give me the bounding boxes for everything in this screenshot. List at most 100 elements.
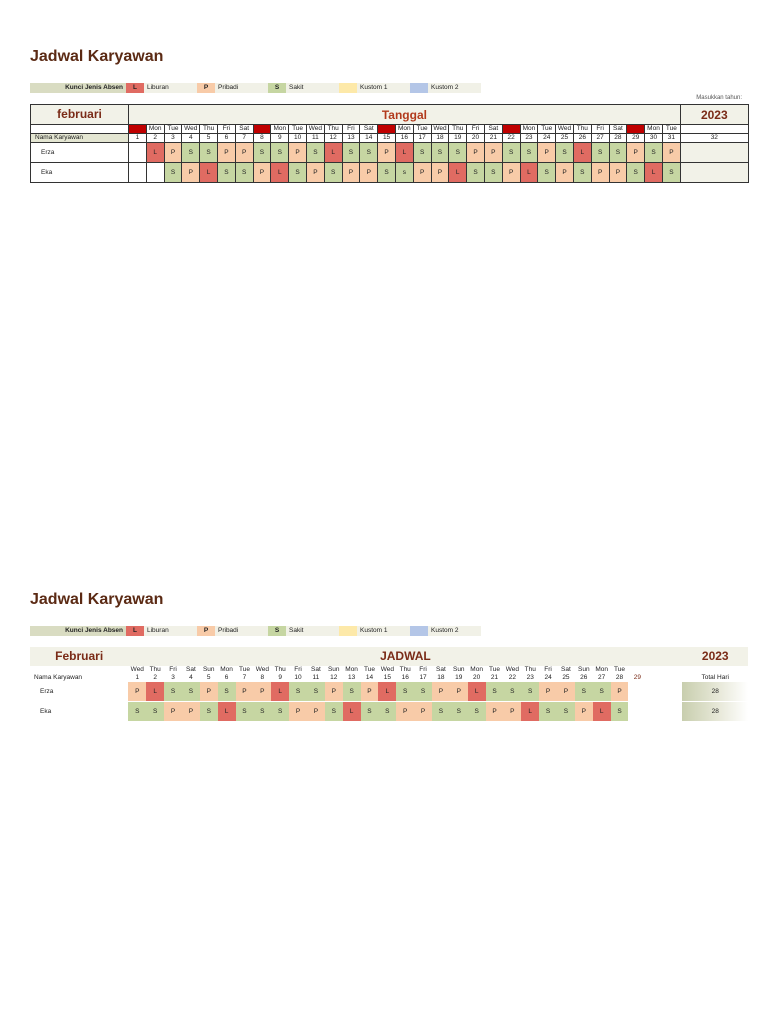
absence-cell[interactable]: S — [501, 142, 521, 163]
absence-cell[interactable]: P — [610, 682, 629, 702]
absence-cell[interactable]: S — [217, 682, 236, 702]
absence-cell[interactable]: P — [305, 162, 325, 183]
absence-cell[interactable]: S — [555, 142, 574, 163]
absence-cell[interactable]: P — [412, 162, 432, 183]
absence-cell[interactable]: S — [378, 701, 397, 722]
absence-cell[interactable]: P — [608, 162, 628, 183]
employee-name[interactable]: Eka — [30, 162, 129, 183]
absence-cell[interactable]: P — [288, 142, 307, 163]
absence-cell[interactable] — [145, 162, 165, 183]
absence-cell[interactable]: S — [360, 701, 379, 722]
absence-cell[interactable]: P — [430, 162, 450, 183]
year-cell[interactable]: 2023 — [679, 104, 749, 125]
absence-cell[interactable]: P — [537, 142, 557, 163]
absence-cell[interactable]: S — [377, 162, 396, 183]
absence-cell[interactable]: P — [503, 701, 522, 722]
absence-cell[interactable]: S — [234, 162, 254, 183]
absence-cell[interactable]: P — [163, 142, 183, 163]
absence-cell[interactable]: S — [252, 142, 272, 163]
absence-cell[interactable]: S — [467, 701, 486, 722]
absence-cell[interactable]: P — [377, 142, 396, 163]
absence-cell[interactable]: S — [306, 682, 325, 702]
absence-cell[interactable]: P — [234, 142, 254, 163]
absence-cell[interactable]: S — [431, 701, 450, 722]
absence-cell[interactable]: P — [449, 682, 468, 702]
absence-cell[interactable]: P — [555, 162, 574, 183]
absence-cell[interactable]: L — [644, 162, 663, 183]
absence-cell[interactable]: S — [289, 682, 307, 702]
absence-cell[interactable]: L — [146, 682, 165, 702]
absence-cell[interactable]: P — [431, 682, 450, 702]
absence-cell[interactable]: L — [378, 682, 397, 702]
absence-cell[interactable]: S — [537, 162, 557, 183]
absence-cell[interactable]: L — [145, 142, 165, 163]
absence-cell[interactable]: S — [341, 142, 361, 163]
absence-cell[interactable]: S — [253, 701, 272, 722]
absence-cell[interactable]: P — [466, 142, 485, 163]
absence-cell[interactable]: P — [324, 682, 343, 702]
absence-cell[interactable]: L — [519, 162, 539, 183]
absence-cell[interactable] — [128, 142, 147, 163]
absence-cell[interactable]: S — [661, 162, 681, 183]
absence-cell[interactable]: L — [270, 162, 290, 183]
absence-cell[interactable]: L — [394, 142, 414, 163]
absence-cell[interactable]: S — [574, 682, 593, 702]
absence-cell[interactable]: P — [414, 701, 432, 722]
absence-cell[interactable]: S — [305, 142, 325, 163]
employee-name[interactable]: Eka — [30, 701, 129, 722]
absence-cell[interactable]: P — [199, 682, 218, 702]
absence-cell[interactable]: L — [592, 701, 611, 722]
absence-cell[interactable]: S — [483, 162, 503, 183]
absence-cell[interactable]: L — [199, 162, 218, 183]
absence-cell[interactable]: S — [539, 701, 557, 722]
absence-cell[interactable]: P — [483, 142, 503, 163]
absence-cell[interactable]: L — [448, 162, 468, 183]
absence-cell[interactable]: S — [414, 682, 432, 702]
absence-cell[interactable]: S — [590, 142, 610, 163]
absence-cell[interactable]: P — [252, 162, 272, 183]
absence-cell[interactable]: L — [521, 701, 540, 722]
absence-cell[interactable]: P — [181, 162, 201, 183]
absence-cell[interactable]: S — [592, 682, 611, 702]
absence-cell[interactable]: L — [342, 701, 361, 722]
absence-cell[interactable]: L — [271, 682, 290, 702]
absence-cell[interactable]: s — [394, 162, 414, 183]
absence-cell[interactable]: P — [501, 162, 521, 183]
absence-cell[interactable]: P — [360, 682, 379, 702]
absence-cell[interactable]: P — [164, 701, 182, 722]
absence-cell[interactable]: P — [341, 162, 361, 183]
absence-cell[interactable]: S — [163, 162, 183, 183]
absence-cell[interactable]: S — [146, 701, 165, 722]
absence-cell[interactable]: P — [181, 701, 200, 722]
absence-cell[interactable]: L — [217, 701, 236, 722]
absence-cell[interactable]: S — [288, 162, 307, 183]
absence-cell[interactable] — [628, 682, 647, 702]
absence-cell[interactable]: S — [199, 142, 218, 163]
absence-cell[interactable]: P — [485, 701, 504, 722]
absence-cell[interactable]: S — [342, 682, 361, 702]
absence-cell[interactable]: S — [485, 682, 504, 702]
absence-cell[interactable]: P — [128, 682, 147, 702]
absence-cell[interactable]: S — [644, 142, 663, 163]
absence-cell[interactable] — [128, 162, 147, 183]
absence-cell[interactable]: P — [574, 701, 593, 722]
year-cell[interactable]: 2023 — [682, 647, 748, 666]
absence-cell[interactable]: S — [396, 682, 415, 702]
absence-cell[interactable]: P — [590, 162, 610, 183]
absence-cell[interactable]: S — [359, 142, 379, 163]
absence-cell[interactable]: S — [323, 162, 343, 183]
absence-cell[interactable]: S — [626, 162, 646, 183]
absence-cell[interactable]: S — [271, 701, 290, 722]
absence-cell[interactable]: S — [466, 162, 485, 183]
absence-cell[interactable]: S — [608, 142, 628, 163]
absence-cell[interactable]: S — [449, 701, 468, 722]
absence-cell[interactable]: L — [323, 142, 343, 163]
absence-cell[interactable]: P — [289, 701, 307, 722]
absence-cell[interactable]: P — [253, 682, 272, 702]
absence-cell[interactable]: P — [661, 142, 681, 163]
absence-cell[interactable]: S — [181, 682, 200, 702]
absence-cell[interactable]: L — [572, 142, 592, 163]
absence-cell[interactable]: S — [503, 682, 522, 702]
employee-name[interactable]: Erza — [30, 142, 129, 163]
absence-cell[interactable]: P — [539, 682, 557, 702]
